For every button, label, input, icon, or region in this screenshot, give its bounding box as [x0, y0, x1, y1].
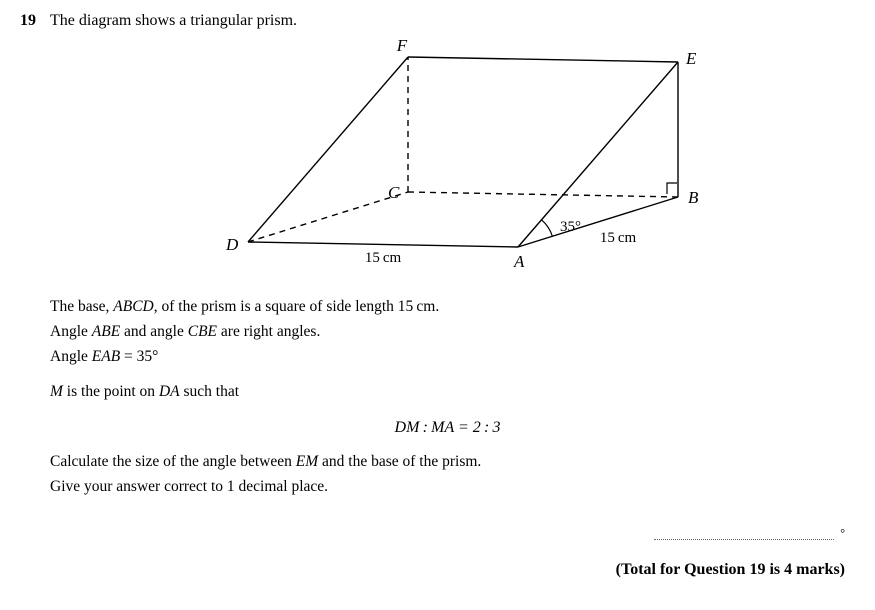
answer-blank	[654, 526, 834, 540]
txt: Calculate the size of the angle between	[50, 453, 296, 470]
cbe: CBE	[188, 323, 217, 340]
prism-diagram: 35° D A B C E F 15 cm 15 cm	[50, 32, 845, 287]
body-line-6: Give your answer correct to 1 decimal pl…	[50, 477, 845, 498]
txt: such that	[180, 383, 239, 400]
body-line-5: Calculate the size of the angle between …	[50, 452, 845, 473]
svg-text:15 cm: 15 cm	[599, 230, 636, 246]
txt: Angle	[50, 348, 92, 365]
m-point: M	[50, 383, 63, 400]
txt: and the base of the prism.	[318, 453, 481, 470]
svg-text:B: B	[688, 188, 699, 207]
svg-text:35°: 35°	[560, 219, 581, 235]
abe: ABE	[92, 323, 120, 340]
svg-text:D: D	[225, 235, 239, 254]
question-number: 19	[20, 12, 36, 30]
ratio-line: DM : MA = 2 : 3	[50, 417, 845, 439]
body-line-2: Angle ABE and angle CBE are right angles…	[50, 322, 845, 343]
body-line-1: The base, ABCD, of the prism is a square…	[50, 297, 845, 318]
txt: , of the prism is a square of side lengt…	[154, 298, 440, 315]
svg-text:15 cm: 15 cm	[364, 250, 401, 266]
eab: EAB	[92, 348, 120, 365]
txt: are right angles.	[217, 323, 320, 340]
body-line-4: M is the point on DA such that	[50, 382, 845, 403]
intro-text: The diagram shows a triangular prism.	[50, 12, 845, 30]
abcd: ABCD	[113, 298, 153, 315]
svg-text:C: C	[388, 183, 400, 202]
question-body: The base, ABCD, of the prism is a square…	[50, 297, 845, 498]
txt: Angle	[50, 323, 92, 340]
answer-row: °	[50, 526, 845, 545]
txt: The base,	[50, 298, 113, 315]
marks-line: (Total for Question 19 is 4 marks)	[50, 561, 845, 579]
txt: is the point on	[63, 383, 159, 400]
body-line-3: Angle EAB = 35°	[50, 347, 845, 368]
txt: = 35°	[120, 348, 158, 365]
em-seg: EM	[296, 453, 318, 470]
txt: and angle	[120, 323, 188, 340]
degree-symbol: °	[840, 526, 845, 540]
svg-text:E: E	[685, 49, 697, 68]
svg-text:F: F	[395, 36, 407, 55]
da: DA	[159, 383, 180, 400]
svg-text:A: A	[513, 252, 525, 271]
